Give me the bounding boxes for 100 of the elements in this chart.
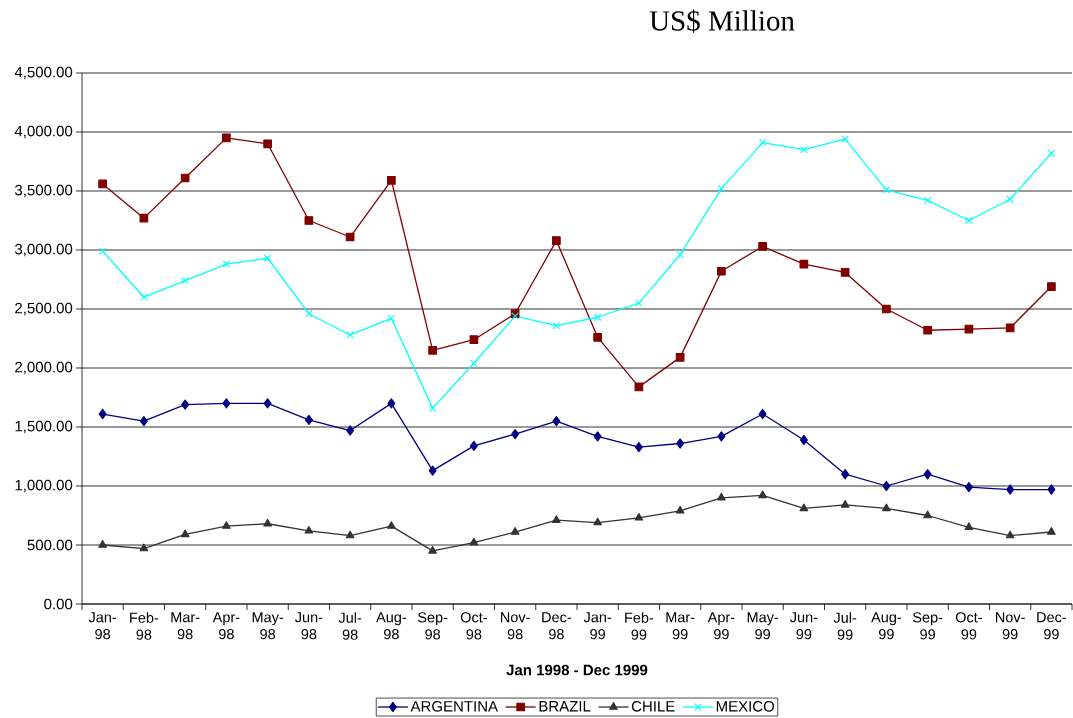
point [428,465,437,476]
x-tick-label: May-98 [252,612,284,640]
point [964,324,974,334]
x-tick-label: Sep-99 [912,612,943,640]
point [799,434,808,446]
point [882,503,891,512]
point [263,398,272,409]
point [346,331,354,339]
point [552,321,561,330]
point [841,135,849,143]
point [923,196,932,205]
point [98,540,107,548]
point [1006,484,1015,495]
x-tick-label: Oct-98 [460,612,487,640]
point [552,415,561,427]
x-tick-label: Feb-99 [625,612,654,640]
x-tick-label: Apr-99 [707,612,735,640]
x-tick-label: Nov-99 [996,612,1025,640]
x-tick-label: Nov-98 [501,612,530,640]
point [964,482,973,493]
x-tick-label: Dec-98 [542,612,572,640]
point [923,510,932,519]
point [139,415,148,427]
point [676,250,684,259]
y-tick-label: 1,500.00 [15,420,73,434]
point [510,527,520,535]
point [799,259,809,269]
point [469,537,479,546]
point [1005,323,1015,333]
point [387,521,396,529]
x-tick-label: Dec-99 [1037,612,1067,640]
x-tick-label: Jul-99 [833,612,857,640]
x-tick-label: Mar-98 [171,612,200,640]
point [800,145,808,154]
point [840,499,850,508]
point [1047,282,1056,291]
point [758,408,767,420]
x-axis-title: Jan 1998 - Dec 1999 [506,664,648,676]
point [387,398,396,409]
x-tick-label: Sep-98 [417,612,448,640]
legend-label: MEXICO [716,701,775,712]
y-tick-label: 2,500.00 [15,302,73,316]
point [676,438,685,449]
point [552,515,561,523]
point [304,525,314,534]
x-tick-label: Aug-98 [376,612,407,640]
x-tick-label: Mar-99 [666,612,695,640]
y-tick-label: 2,000.00 [15,361,73,375]
point [1047,484,1056,495]
y-tick-label: 500.00 [27,539,73,551]
x-tick-label: Apr-98 [212,612,240,640]
point [841,469,850,480]
chart-title: US$ Million [649,9,795,33]
point [98,247,107,255]
y-tick-label: 4,000.00 [14,125,73,139]
point [675,505,685,514]
point [180,529,190,538]
point [263,254,272,263]
point [222,133,231,143]
point [139,543,149,552]
point [345,232,355,242]
point [840,268,850,277]
point [593,313,602,322]
point [428,404,437,412]
point [98,179,107,189]
point [717,492,726,501]
point [181,399,190,410]
y-tick-label: 4,500.00 [14,66,73,80]
point [263,139,272,149]
point [923,325,932,335]
point [470,359,478,368]
point [1047,149,1056,158]
point [635,299,643,307]
y-tick-label: 0.00 [44,598,73,610]
point [717,184,726,193]
point [387,314,396,323]
point [387,176,396,185]
point [428,345,437,355]
point [634,441,643,453]
point [346,425,355,436]
point [799,503,809,512]
point [469,335,479,345]
legend-label: ARGENTINA [410,701,499,712]
point [469,440,478,452]
y-tick-label: 3,500.00 [14,184,73,198]
point [305,309,313,318]
x-tick-label: Jan-99 [583,612,612,640]
legend-label: CHILE [631,701,675,712]
point [675,353,685,362]
point [181,276,189,285]
point [634,382,644,392]
point [304,414,313,426]
point [593,517,602,526]
point [1047,527,1056,535]
point [222,398,231,409]
x-tick-label: May-99 [747,612,779,640]
point [511,428,520,440]
point [140,293,148,301]
point [222,521,231,529]
point [98,408,107,420]
